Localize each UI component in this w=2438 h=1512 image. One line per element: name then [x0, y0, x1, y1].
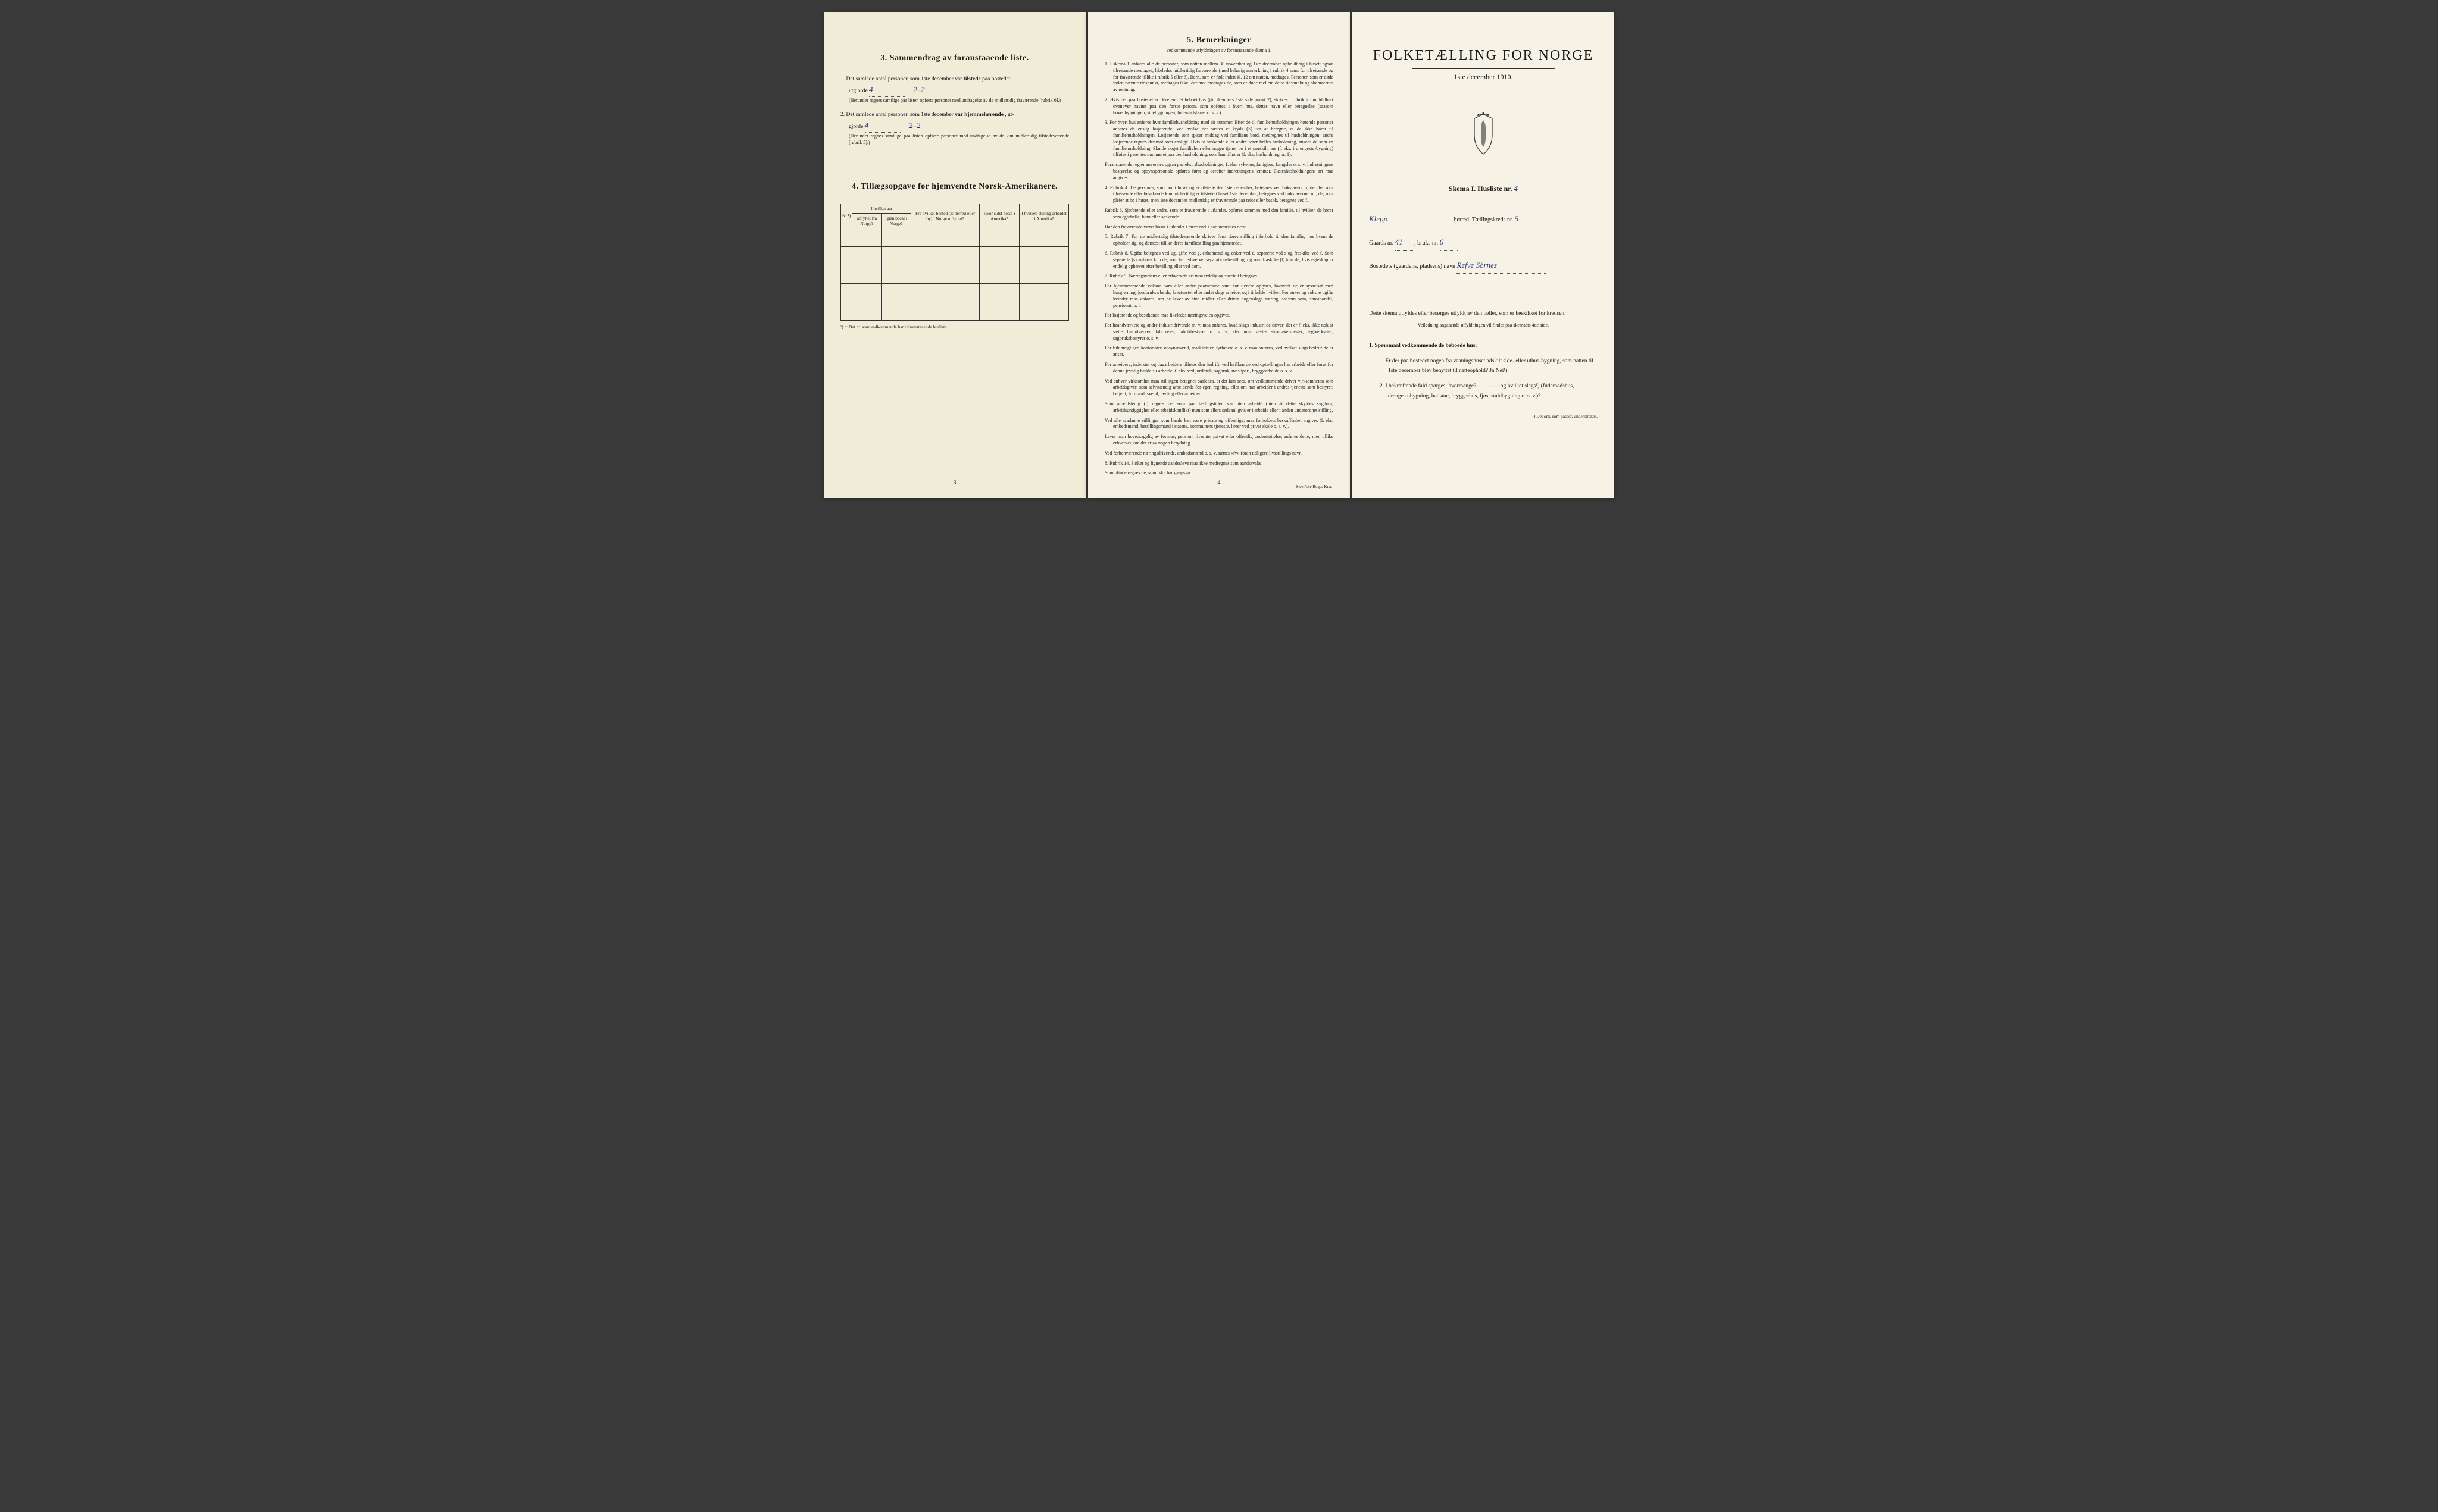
page-left: 3. Sammendrag av foranstaaende liste. 1.…	[824, 12, 1086, 498]
bemerk-item: 5. Rubrik 7. For de midlertidig tilstede…	[1105, 234, 1333, 247]
bemerk-item: Har den fraværende været bosat i utlande…	[1105, 224, 1333, 231]
bosted-label: Bostedets (gaardens, pladsens) navn	[1369, 263, 1455, 270]
bemerk-item: Lever man hovedsagelig av formue, pensio…	[1105, 434, 1333, 447]
instr2: Veiledning angaaende utfyldningen vil fi…	[1369, 322, 1598, 330]
section3-title: 3. Sammendrag av foranstaaende liste.	[840, 54, 1069, 63]
bemerk-item: Ved alle saadanne stillinger, som baade …	[1105, 418, 1333, 431]
question-2: 2. I bekræftende fald spørges: hvormange…	[1380, 381, 1598, 400]
item1-bold: tilstede	[964, 76, 981, 82]
section4-title: 4. Tillægsopgave for hjemvendte Norsk-Am…	[840, 182, 1069, 192]
table-footnote: ¹) ɔ: Det nr. som vedkommende har i fora…	[840, 324, 1069, 330]
summary-item-1: 1. Det samlede antal personer, som 1ste …	[840, 75, 1069, 104]
bemerk-item: For losjerende og besøkende maa likelede…	[1105, 312, 1333, 319]
bemerk-item: Som arbeidsledig (l) regnes de, som paa …	[1105, 401, 1333, 414]
bemerk-item: Ved forhenværende næringsdrivende, embed…	[1105, 450, 1333, 457]
th-col5: I hvilken stilling arbeidet i Amerika?	[1019, 204, 1068, 228]
husliste-nr: 4	[1514, 184, 1518, 193]
table-row	[841, 228, 1069, 246]
item2-bold: var hjemmehørende	[955, 112, 1004, 118]
bemerk-item: For arbeidere, inderster og dagarbeidere…	[1105, 362, 1333, 375]
norway-crest-icon	[1369, 111, 1598, 160]
page-right: FOLKETÆLLING FOR NORGE 1ste december 191…	[1352, 12, 1614, 498]
page3-footnote: ¹) Det ord, som passer, understrekes.	[1369, 413, 1598, 420]
item2-val2: 2–2	[909, 121, 921, 130]
bemerk-item: 6. Rubrik 8. Ugifte betegnes ved ug, gif…	[1105, 251, 1333, 270]
bemerk-item: Rubrik 6. Sjøfarende eller andre, som er…	[1105, 208, 1333, 221]
skema-line: Skema I. Husliste nr. 4	[1369, 184, 1598, 193]
bemerkninger-list: 1. I skema 1 anføres alle de personer, s…	[1105, 61, 1333, 477]
instr1: Dette skema utfyldes eller besørges utfy…	[1369, 309, 1598, 318]
question-list: 1. Er der paa bostedet nogen fra vaaning…	[1369, 356, 1598, 401]
item1-note: (Herunder regnes samtlige paa listen opf…	[840, 97, 1069, 104]
bemerk-item: Foranstaaende regler anvendes ogsaa paa …	[1105, 162, 1333, 181]
item1-line2-prefix: utgjorde	[849, 88, 868, 94]
q1-text: 1. Er der paa bostedet nogen fra vaaning…	[1380, 358, 1593, 374]
herred-label: herred. Tællingskreds nr.	[1454, 217, 1514, 223]
th-group1: I hvilket aar	[852, 204, 911, 213]
table-row	[841, 283, 1069, 302]
bruk-nr: 6	[1440, 237, 1444, 246]
summary-item-2: 2. Det samlede antal personer, som 1ste …	[840, 111, 1069, 146]
bemerk-item: 8. Rubrik 14. Sinker og lignende aandssl…	[1105, 461, 1333, 467]
bosted-value: Refve Sörnes	[1456, 261, 1497, 270]
item2-suffix: , ut-	[1005, 112, 1014, 118]
section5-caption: vedkommende utfyldningen av foranstaaend…	[1105, 48, 1333, 53]
gaard-label: Gaards nr.	[1369, 240, 1393, 246]
census-date: 1ste december 1910.	[1369, 73, 1598, 82]
section5-title: 5. Bemerkninger	[1105, 36, 1333, 45]
item2-val1: 4	[865, 121, 869, 130]
th-col2: igjen bosat i Norge?	[882, 213, 911, 228]
bemerk-item: 3. For hvert hus anføres hver familiehus…	[1105, 120, 1333, 158]
bemerk-item: 7. Rubrik 9. Næringsveiens eller erhverv…	[1105, 273, 1333, 280]
bemerk-item: Ved enhver virksomhet maa stillingen bet…	[1105, 378, 1333, 397]
page-middle: 5. Bemerkninger vedkommende utfyldningen…	[1088, 12, 1350, 498]
page-number-3: 3	[824, 480, 1086, 486]
item1-val1: 4	[869, 85, 873, 94]
item2-prefix: 2. Det samlede antal personer, som 1ste …	[840, 112, 954, 118]
bemerk-item: 4. Rubrik 4. De personer, som bor i huse…	[1105, 185, 1333, 204]
th-col1: utflyttet fra Norge?	[852, 213, 882, 228]
question-1: 1. Er der paa bostedet nogen fra vaaning…	[1380, 356, 1598, 375]
bemerk-item: Som blinde regnes de, som ikke har gangs…	[1105, 470, 1333, 477]
gaard-nr: 41	[1395, 237, 1403, 246]
item2-line2-prefix: gjorde	[849, 124, 863, 130]
table-row	[841, 246, 1069, 265]
norsk-amerikanere-table: Nr.¹) I hvilket aar Fra hvilket bosted (…	[840, 204, 1069, 321]
table-row	[841, 302, 1069, 320]
th-nr: Nr.¹)	[841, 204, 852, 228]
bemerk-item: 1. I skema 1 anføres alle de personer, s…	[1105, 61, 1333, 93]
title-rule	[1412, 68, 1555, 69]
bemerk-item: For fuldmægtiger, kontorister, opsynsmæn…	[1105, 345, 1333, 358]
herred-value: Klepp	[1369, 214, 1387, 223]
skema-label: Skema I. Husliste nr.	[1449, 184, 1512, 193]
item1-prefix: 1. Det samlede antal personer, som 1ste …	[840, 76, 962, 82]
bruk-label: , bruks nr.	[1414, 240, 1438, 246]
printer-mark: Steen'ske Bogtr. Kr.a.	[1296, 484, 1332, 489]
bosted-line: Bostedets (gaardens, pladsens) navn Refv…	[1369, 258, 1598, 274]
gaard-line: Gaards nr. 41 , bruks nr. 6	[1369, 234, 1598, 251]
th-col4: Hvor sidst bosat i Amerika?	[979, 204, 1019, 228]
main-title: FOLKETÆLLING FOR NORGE	[1369, 48, 1598, 64]
instructions: Dette skema utfyldes eller besørges utfy…	[1369, 309, 1598, 420]
item2-note: (Herunder regnes samtlige paa listen opf…	[840, 133, 1069, 146]
table-row	[841, 265, 1069, 283]
question-header: 1. Spørsmaal vedkommende de beboede hus:	[1369, 342, 1598, 350]
bemerk-item: 2. Hvis der paa bostedet er flere end ét…	[1105, 97, 1333, 116]
th-col3: Fra hvilket bosted (ɔ: herred eller by) …	[911, 204, 980, 228]
herred-line: Klepp herred. Tællingskreds nr. 5	[1369, 211, 1598, 227]
bemerk-item: For haandværkere og andre industridriven…	[1105, 323, 1333, 342]
bemerk-item: For hjemmeværende voksne barn eller andr…	[1105, 283, 1333, 309]
kreds-nr: 5	[1515, 214, 1519, 223]
item1-val2: 2–2	[913, 85, 925, 94]
item1-suffix: paa bostedet,	[982, 76, 1012, 82]
